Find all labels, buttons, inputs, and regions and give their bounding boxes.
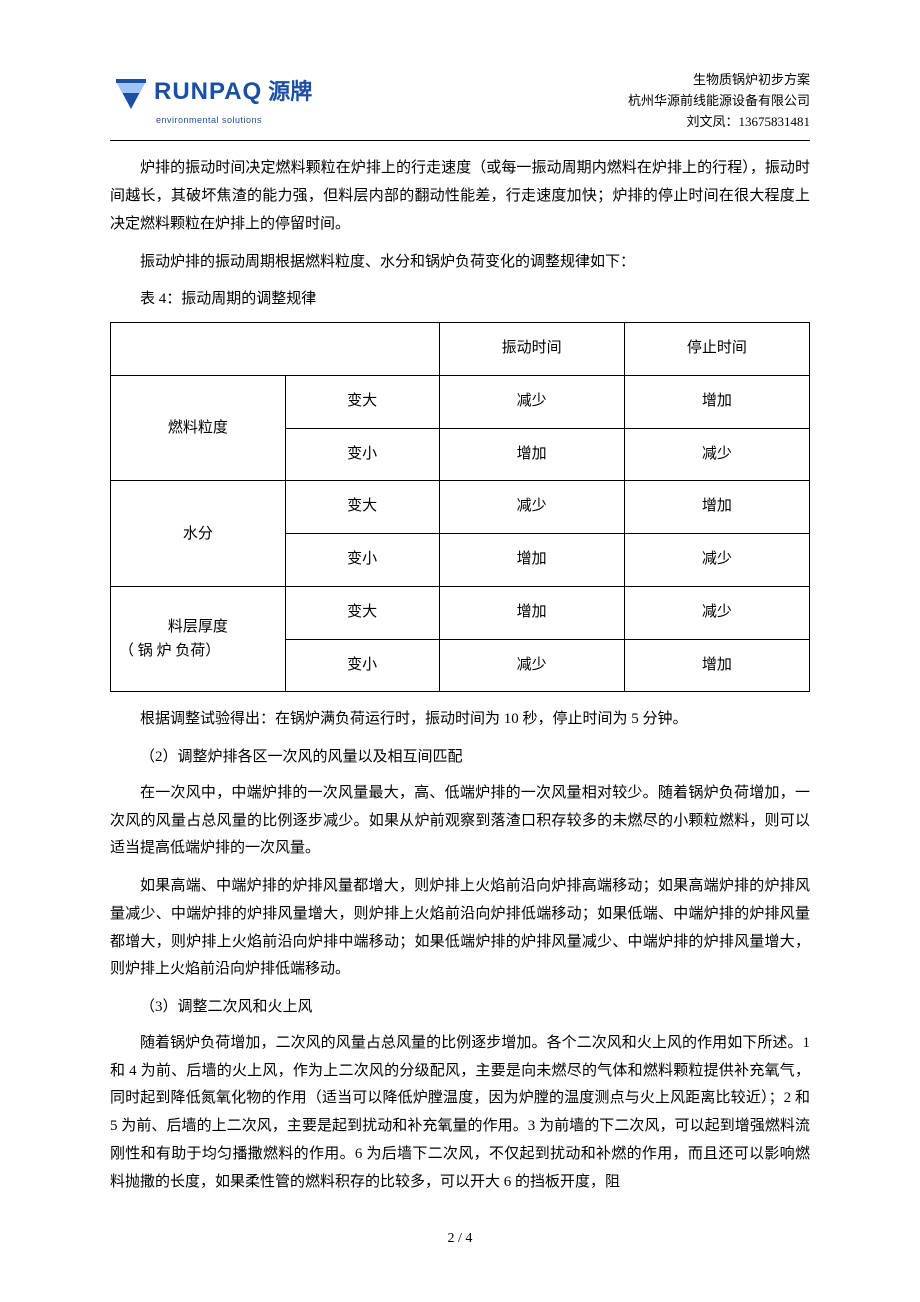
logo-text-en: RUNPAQ [154,70,262,114]
paragraph-4: 在一次风中，中端炉排的一次风量最大，高、低端炉排的一次风量相对较少。随着锅炉负荷… [110,780,810,863]
table-row: 料层厚度 （ 锅 炉 负荷） 变大 增加 减少 [111,586,810,639]
page-footer: 2 / 4 [110,1226,810,1252]
cell-stop: 增加 [624,481,809,534]
paragraph-5: 如果高端、中端炉排的炉排风量都增大，则炉排上火焰前沿向炉排高端移动；如果高端炉排… [110,873,810,984]
cell-stop: 减少 [624,428,809,481]
cell-stop: 减少 [624,534,809,587]
table-header-stop: 停止时间 [624,323,809,376]
cell-stop: 增加 [624,639,809,692]
row-label-line1: 料层厚度 [119,615,277,639]
header-meta: 生物质锅炉初步方案 杭州华源前线能源设备有限公司 刘文凤：13675831481 [628,70,810,132]
logo-subtitle: environmental solutions [156,112,312,129]
cell-change: 变小 [285,534,439,587]
cell-change: 变大 [285,481,439,534]
meta-line-2: 杭州华源前线能源设备有限公司 [628,91,810,112]
cell-change: 变小 [285,639,439,692]
table-header-vibration: 振动时间 [439,323,624,376]
page-header: RUNPAQ 源牌 environmental solutions 生物质锅炉初… [110,70,810,132]
meta-line-3: 刘文凤：13675831481 [628,112,810,133]
row-label-thickness: 料层厚度 （ 锅 炉 负荷） [111,586,286,692]
row-label-fuel-size: 燃料粒度 [111,375,286,481]
table-header-blank [111,323,440,376]
cell-change: 变大 [285,586,439,639]
cell-vib: 增加 [439,586,624,639]
cell-change: 变小 [285,428,439,481]
row-label-moisture: 水分 [111,481,286,587]
subsection-heading-3: （3）调整二次风和火上风 [110,994,810,1022]
logo-top-row: RUNPAQ 源牌 [110,70,312,114]
cell-vib: 减少 [439,375,624,428]
paragraph-3: 根据调整试验得出：在锅炉满负荷运行时，振动时间为 10 秒，停止时间为 5 分钟… [110,706,810,734]
logo-block: RUNPAQ 源牌 environmental solutions [110,70,312,129]
cell-vib: 增加 [439,534,624,587]
cell-vib: 减少 [439,481,624,534]
table-row: 燃料粒度 变大 减少 增加 [111,375,810,428]
cell-vib: 减少 [439,639,624,692]
row-label-line2: （ 锅 炉 负荷） [119,639,277,663]
table-caption: 表 4：振动周期的调整规律 [110,286,810,314]
cell-stop: 减少 [624,586,809,639]
table-header-row: 振动时间 停止时间 [111,323,810,376]
table-row: 水分 变大 减少 增加 [111,481,810,534]
cell-change: 变大 [285,375,439,428]
cell-stop: 增加 [624,375,809,428]
paragraph-1: 炉排的振动时间决定燃料颗粒在炉排上的行走速度（或每一振动周期内燃料在炉排上的行程… [110,155,810,238]
adjustment-table: 振动时间 停止时间 燃料粒度 变大 减少 增加 变小 增加 减少 水分 变大 减… [110,322,810,692]
logo-text-cn: 源牌 [268,72,312,113]
paragraph-2: 振动炉排的振动周期根据燃料粒度、水分和锅炉负荷变化的调整规律如下： [110,249,810,277]
meta-line-1: 生物质锅炉初步方案 [628,70,810,91]
header-divider [110,140,810,141]
logo-mark-icon [110,71,152,113]
subsection-heading-2: （2）调整炉排各区一次风的风量以及相互间匹配 [110,744,810,772]
paragraph-6: 随着锅炉负荷增加，二次风的风量占总风量的比例逐步增加。各个二次风和火上风的作用如… [110,1030,810,1197]
cell-vib: 增加 [439,428,624,481]
